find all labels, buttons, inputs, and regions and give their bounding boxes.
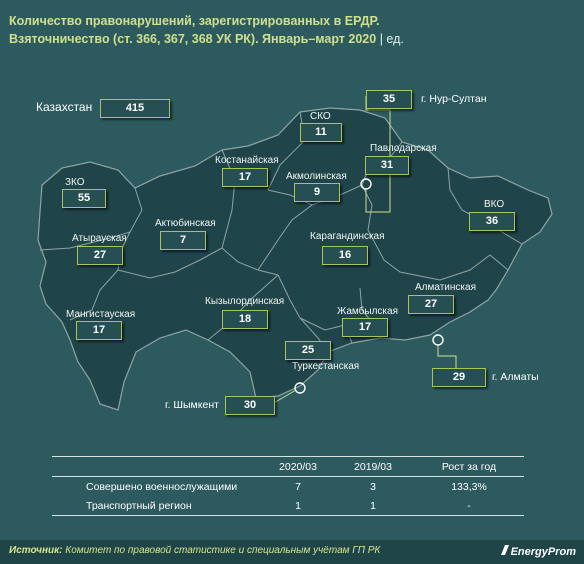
almaty-marker [432,334,444,346]
kazakhstan-value: 415 [100,99,170,118]
table-cell: 7 [295,480,301,493]
region-label-turkestan: Туркестанская [292,361,360,372]
region-label-zhambyl: Жамбылская [337,306,398,317]
region-value-vko: 36 [469,212,515,231]
region-label-almaty-region: Алматинская [415,282,476,293]
brand-logo: EnergyProm [499,544,576,558]
region-label-mangystau: Мангистауская [66,309,136,320]
city-label-almaty: г. Алматы [492,371,539,383]
region-label-pavlodar: Павлодарская [370,143,437,154]
region-value-kostanay: 17 [222,168,268,187]
table-cell: - [414,496,524,516]
chart-title: Количество правонарушений, зарегистриров… [9,12,569,48]
city-label-shymkent: г. Шымкент [165,399,219,411]
table-cell: 3 [370,480,376,493]
logo-icon [500,545,509,555]
region-label-zko: ЗКО [65,177,85,188]
region-label-kyzylorda: Кызылординская [205,296,285,307]
region-value-akmola: 9 [294,183,340,202]
kazakhstan-map [37,96,553,411]
table-header: 2019/03 [332,456,414,477]
region-label-aktobe: Актюбинская [155,218,216,229]
table-row: Транспортный регион 1 1 - [52,496,524,516]
table-cell: 133,3% [451,480,487,493]
region-value-almaty-region: 27 [408,295,454,314]
country-outline [37,107,553,411]
source-text: Комитет по правовой статистике и специал… [62,545,381,556]
region-label-atyrau: Атырауская [72,233,127,244]
city-value-shymkent: 30 [225,396,275,415]
region-value-turkestan: 25 [285,341,331,360]
units-label: | ед. [376,32,404,46]
table-header: Рост за год [414,456,524,477]
table-header: 2020/03 [264,456,332,477]
region-value-zhambyl: 17 [342,318,388,337]
title-line-2: Взяточничество (ст. 366, 367, 368 УК РК)… [9,32,404,46]
region-value-mangystau: 17 [76,321,122,340]
region-value-karaganda: 16 [322,246,368,265]
region-label-akmola: Акмолинская [286,171,347,182]
stats-table: 2020/03 2019/03 Рост за год Совершено во… [52,456,524,516]
region-label-sko: СКО [310,111,331,122]
source-prefix: Источник: [9,545,63,556]
region-value-kyzylorda: 18 [222,310,268,329]
region-value-aktobe: 7 [160,231,206,250]
region-label-karaganda: Карагандинская [310,231,385,242]
region-value-pavlodar: 31 [365,156,409,175]
title-line-1: Количество правонарушений, зарегистриров… [9,14,380,28]
table-cell: 1 [264,496,332,516]
source-bar: Источник: Комитет по правовой статистике… [0,540,584,564]
table-cell: 1 [332,496,414,516]
region-value-zko: 55 [62,189,106,208]
region-value-atyrau: 27 [77,246,123,265]
kazakhstan-label: Казахстан [36,100,93,114]
brand-name: EnergyProm [510,546,576,558]
table-header-row: 2020/03 2019/03 Рост за год [52,456,524,477]
city-value-almaty: 29 [432,368,486,387]
source-note: Источник: Комитет по правовой статистике… [9,545,380,556]
region-label-vko: ВКО [484,199,505,210]
table-cell: Совершено военнослужащими [86,480,238,493]
region-label-kostanay: Костанайская [215,155,279,166]
region-borders [39,111,523,353]
table-cell: Транспортный регион [52,496,264,516]
region-value-sko: 11 [300,123,342,142]
city-label-nur-sultan: г. Нур-Султан [421,93,487,105]
table-row: Совершено военнослужащими 7 3 133,3% [52,477,524,497]
shymkent-marker [294,382,306,394]
table-header [52,456,264,477]
city-value-nur-sultan: 35 [366,90,412,109]
